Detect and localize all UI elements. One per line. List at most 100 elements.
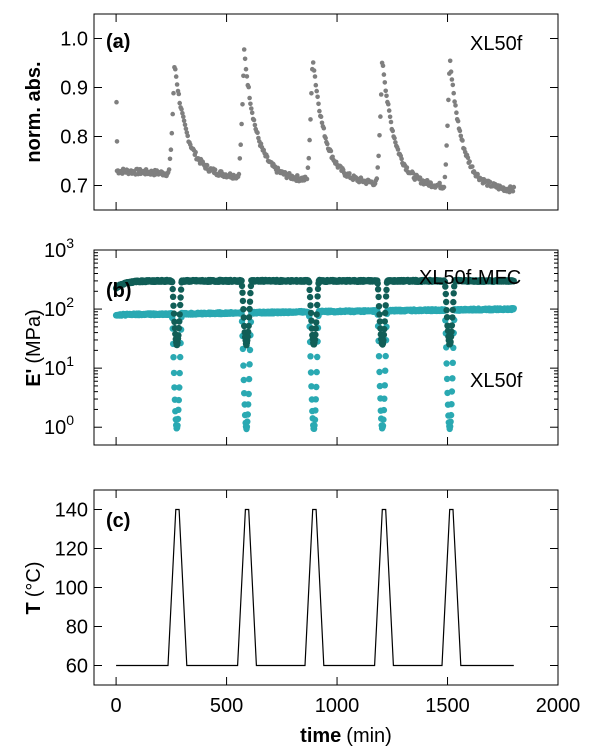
modulus-point <box>170 302 177 309</box>
modulus-point <box>376 368 383 376</box>
absorbance-point <box>252 122 258 128</box>
modulus-point <box>246 346 254 354</box>
modulus-point <box>241 322 248 330</box>
y-tick-label: 101 <box>44 353 74 380</box>
absorbance-point <box>452 99 457 104</box>
absorbance-point <box>179 107 184 112</box>
panel-b-annotation-mfc: XL50f-MFC <box>419 267 521 289</box>
modulus-point <box>448 401 455 408</box>
absorbance-point <box>412 177 418 182</box>
y-tick-label: 0.9 <box>60 78 88 100</box>
y-tick-exponent: 0 <box>66 412 74 428</box>
modulus-point <box>177 286 185 293</box>
absorbance-point <box>249 106 254 111</box>
modulus-point <box>443 314 451 321</box>
modulus-point <box>238 282 246 290</box>
absorbance-point <box>467 159 472 164</box>
absorbance-point <box>451 90 457 96</box>
absorbance-point <box>511 184 517 190</box>
absorbance-point <box>441 184 447 190</box>
absorbance-point <box>166 167 172 172</box>
panel-c-temperature-line <box>116 508 514 667</box>
panel-a-frame <box>93 13 559 211</box>
absorbance-point <box>446 97 451 103</box>
y-tick-exponent: 2 <box>66 294 74 310</box>
modulus-point <box>313 311 320 318</box>
panel-c-ylabel-symbol: T <box>23 602 45 614</box>
absorbance-point <box>393 140 398 145</box>
modulus-point <box>376 318 384 325</box>
modulus-point <box>174 415 182 423</box>
panel-c-label: (c) <box>106 510 130 532</box>
absorbance-point <box>454 110 459 115</box>
absorbance-point <box>455 118 461 124</box>
absorbance-point <box>258 141 264 146</box>
modulus-point <box>311 336 319 343</box>
absorbance-point <box>183 126 189 132</box>
x-tick-label: 0 <box>111 695 122 717</box>
panel-b-ylabel-symbol: E' <box>23 369 45 387</box>
modulus-point <box>244 418 251 425</box>
panel-c-xlabel-symbol: time <box>300 725 341 747</box>
modulus-point <box>177 294 184 301</box>
absorbance-point <box>113 41 119 46</box>
modulus-point <box>176 384 183 391</box>
modulus-point <box>442 283 449 290</box>
absorbance-point <box>314 88 320 94</box>
panel-a-yticks: 0.7 0.8 0.9 1.0 <box>60 29 558 198</box>
panel-b-points <box>112 276 517 433</box>
absorbance-point <box>169 130 175 136</box>
absorbance-point <box>251 117 257 123</box>
modulus-point <box>449 359 456 366</box>
modulus-point <box>306 279 313 286</box>
x-tick-label: 2000 <box>536 695 581 717</box>
modulus-point <box>381 395 388 402</box>
panel-c-frame <box>93 489 559 686</box>
absorbance-point <box>386 108 392 113</box>
modulus-point <box>245 328 252 336</box>
modulus-point <box>312 396 319 403</box>
modulus-point <box>443 375 451 383</box>
absorbance-point <box>449 77 455 82</box>
absorbance-point <box>376 153 381 159</box>
absorbance-point <box>255 130 260 135</box>
y-tick-exponent: 1 <box>66 353 74 369</box>
modulus-point <box>177 353 184 361</box>
absorbance-point <box>378 114 383 119</box>
modulus-point <box>449 306 456 314</box>
absorbance-point <box>247 95 252 101</box>
modulus-point <box>171 384 178 391</box>
modulus-point <box>313 383 320 391</box>
x-tick-label: 1000 <box>315 695 360 717</box>
modulus-point <box>245 401 252 408</box>
absorbance-point <box>238 142 243 147</box>
absorbance-point <box>227 171 233 176</box>
absorbance-point <box>437 180 442 186</box>
absorbance-point <box>309 91 314 96</box>
y-tick-label: 1.0 <box>60 29 88 51</box>
absorbance-point <box>239 121 244 127</box>
modulus-point <box>244 411 251 418</box>
absorbance-point <box>171 90 176 96</box>
modulus-point <box>383 286 390 293</box>
panel-b-ylabel-unit: (MPa) <box>23 309 45 363</box>
absorbance-point <box>182 122 188 128</box>
absorbance-point <box>448 69 454 74</box>
absorbance-point <box>173 66 178 72</box>
modulus-point <box>169 285 176 293</box>
absorbance-point <box>323 135 328 141</box>
absorbance-point <box>453 103 458 108</box>
modulus-point <box>245 390 252 398</box>
modulus-point <box>245 375 253 383</box>
absorbance-point <box>458 133 464 139</box>
modulus-point <box>171 318 178 325</box>
modulus-point <box>170 310 178 317</box>
absorbance-point <box>312 74 318 79</box>
panel-a: 0.7 0.8 0.9 1.0 (a) XL50f norm. abs. <box>23 13 559 211</box>
modulus-point <box>380 331 388 338</box>
absorbance-point <box>390 128 396 134</box>
modulus-point <box>314 293 321 300</box>
modulus-point <box>238 277 245 284</box>
